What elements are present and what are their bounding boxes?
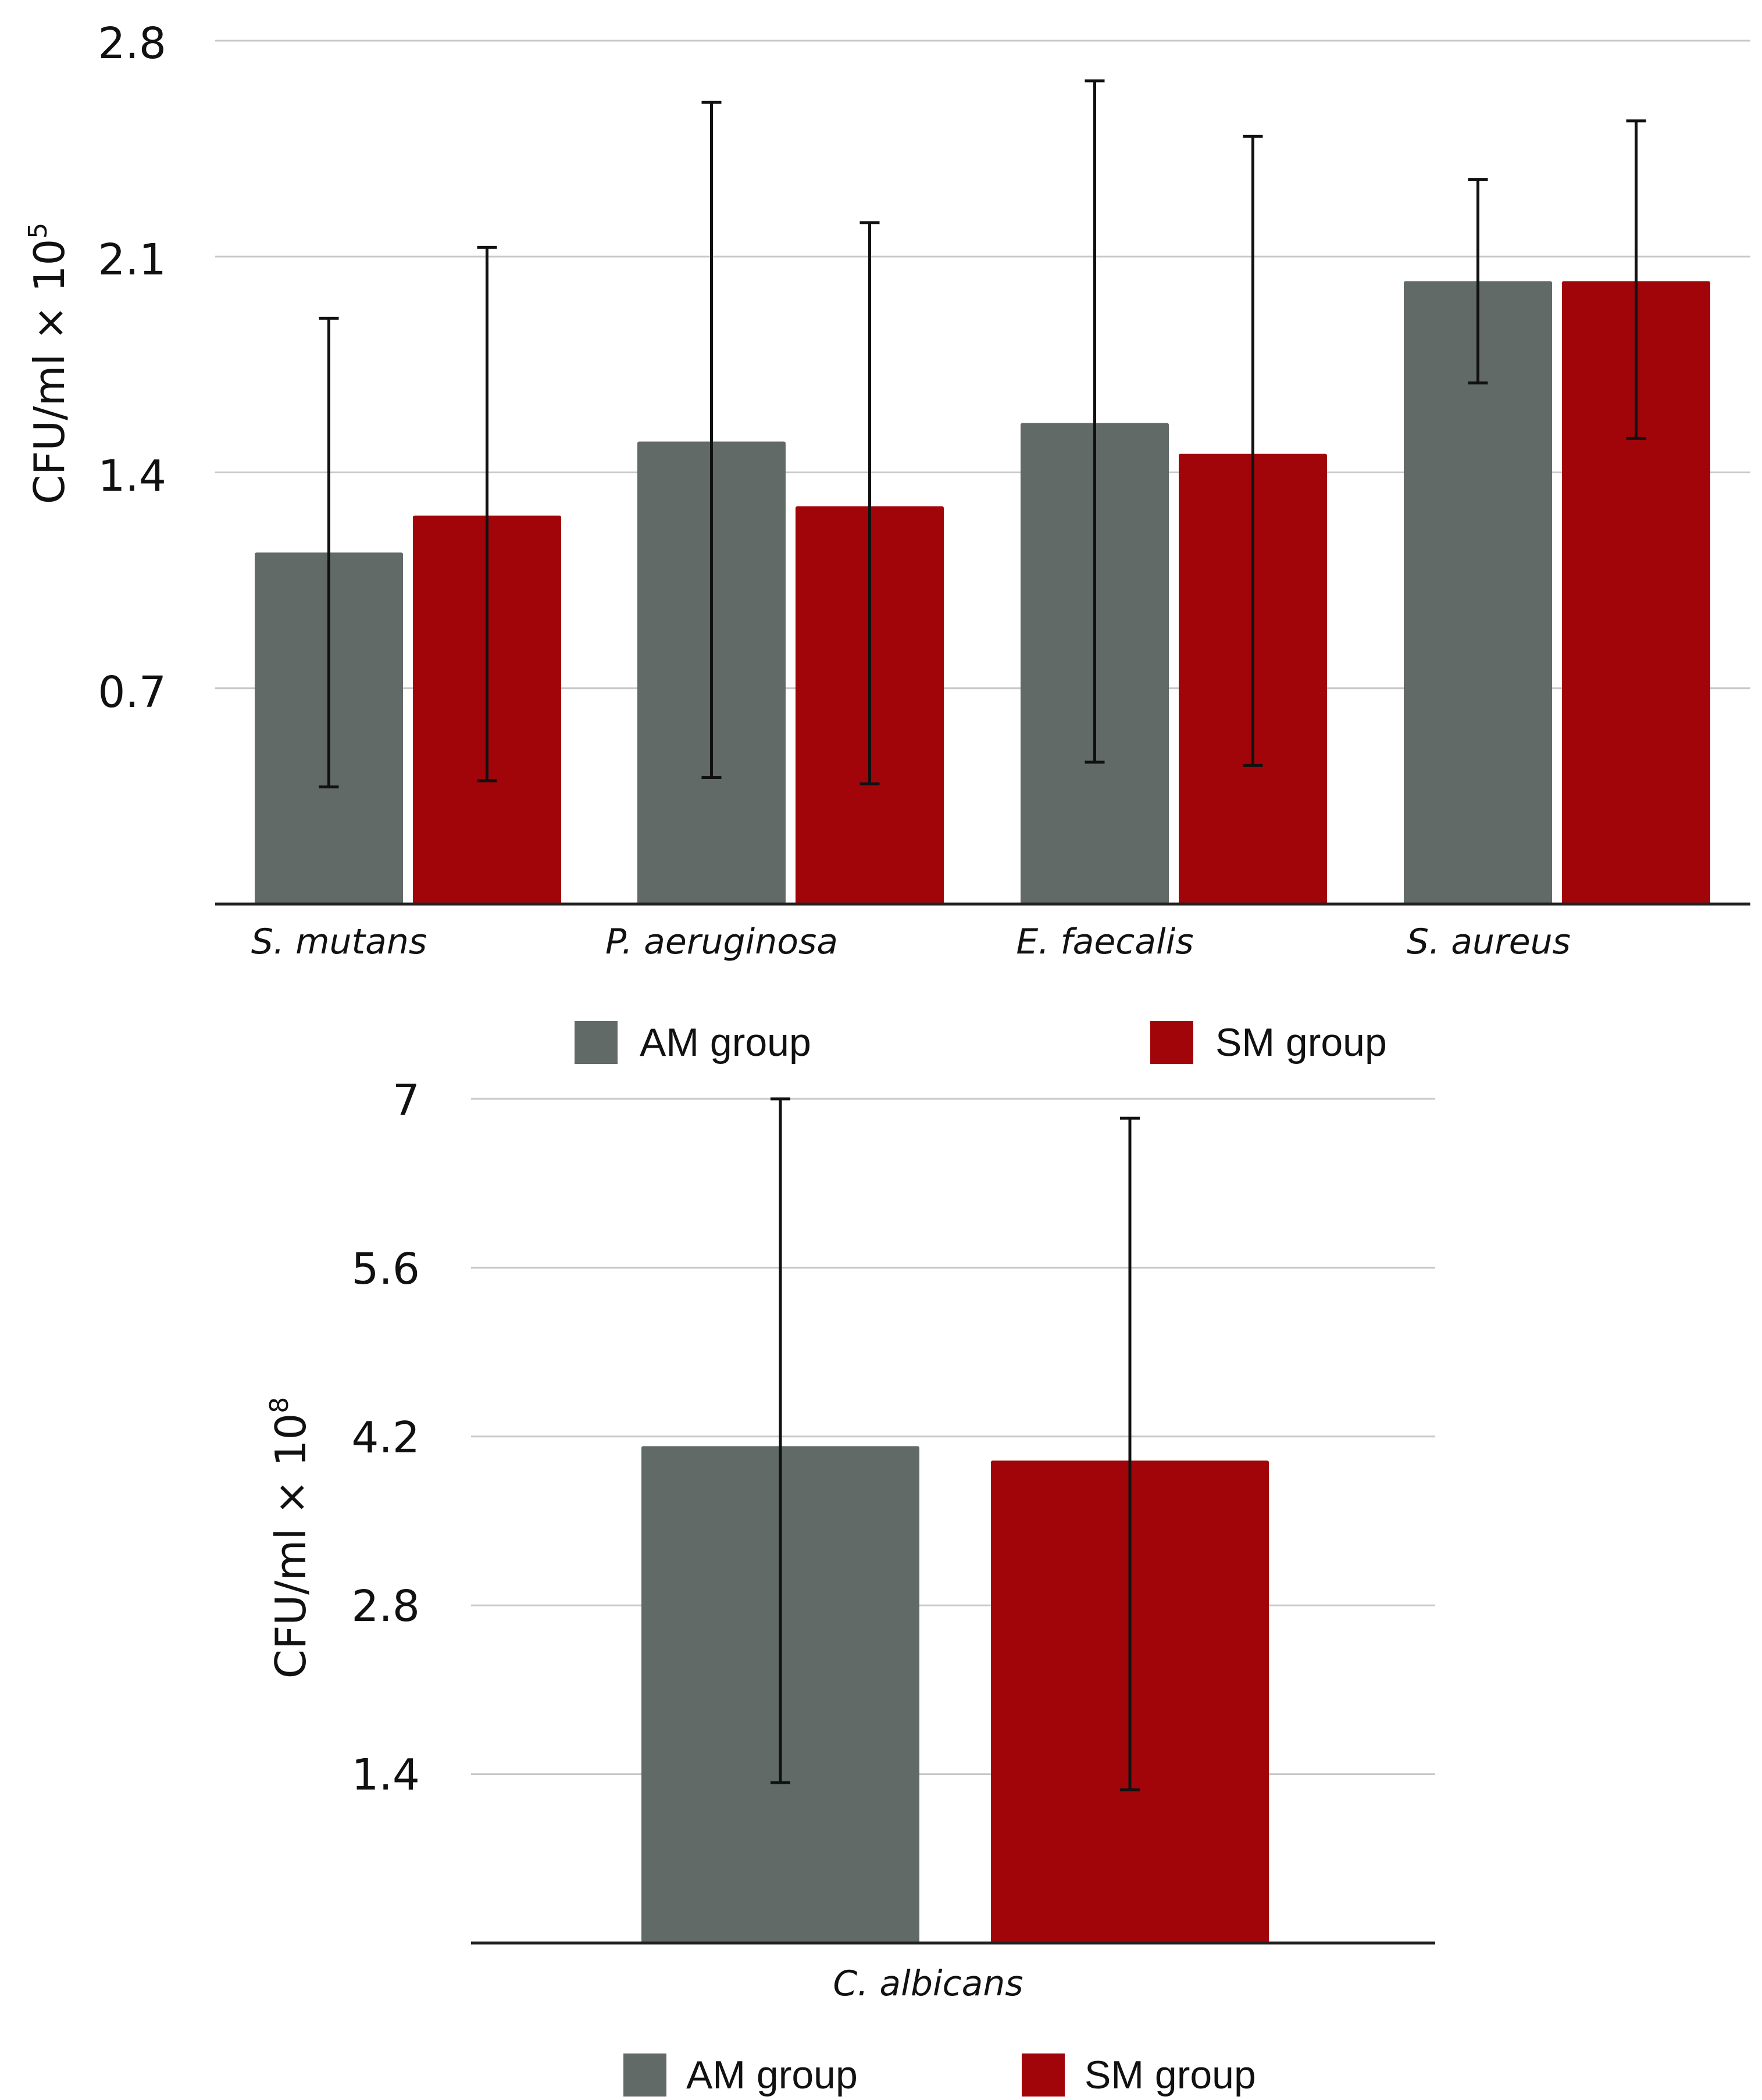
bottom-ytick-label: 4.2 bbox=[351, 1413, 420, 1463]
top-y-axis-label: CFU/ml × 105 bbox=[23, 223, 74, 505]
top-error-bar-sm bbox=[1626, 119, 1646, 440]
top-legend-swatch-sm bbox=[1150, 1021, 1193, 1064]
top-error-bar-am bbox=[1085, 79, 1105, 764]
top-bar-sm bbox=[1562, 281, 1710, 904]
top-category-label: S. mutans bbox=[251, 922, 427, 962]
bottom-legend-label-am: AM group bbox=[686, 2053, 858, 2097]
bottom-error-bar-sm bbox=[1120, 1116, 1140, 1792]
top-ytick-label: 2.8 bbox=[98, 19, 166, 69]
chart-bottom: 1.4 2.8 4.2 5.6 7 CFU/ml × 108 C. albica… bbox=[265, 1076, 1435, 2097]
top-ytick-label: 1.4 bbox=[98, 451, 166, 501]
top-error-bar-am bbox=[1468, 178, 1488, 385]
bottom-legend-swatch-sm bbox=[1022, 2053, 1065, 2097]
top-legend-label-sm: SM group bbox=[1215, 1020, 1387, 1065]
bottom-gridlines bbox=[471, 1098, 1435, 1776]
top-error-bar-sm bbox=[859, 221, 880, 785]
bottom-ytick-label: 5.6 bbox=[351, 1244, 420, 1294]
top-ytick-label: 0.7 bbox=[98, 667, 166, 717]
bottom-y-axis-label: CFU/ml × 108 bbox=[265, 1397, 315, 1679]
bottom-legend-swatch-am bbox=[623, 2053, 666, 2097]
top-category-label: S. aureus bbox=[1407, 922, 1571, 962]
top-bars bbox=[255, 281, 1710, 904]
top-error-bars bbox=[319, 79, 1646, 788]
bottom-error-bars bbox=[771, 1097, 1140, 1792]
bottom-legend-label-sm: SM group bbox=[1085, 2053, 1256, 2097]
bottom-ytick-label: 7 bbox=[393, 1076, 420, 1126]
bottom-ytick-label: 2.8 bbox=[351, 1581, 420, 1631]
bottom-ytick-label: 1.4 bbox=[351, 1750, 420, 1800]
top-error-bar-sm bbox=[1243, 134, 1263, 767]
chart-top: 0.7 1.4 2.1 2.8 CFU/ml × 105 S. mutans P… bbox=[23, 19, 1750, 1065]
top-bar-am bbox=[1404, 281, 1552, 904]
top-legend-label-am: AM group bbox=[640, 1020, 811, 1065]
top-error-bar-am bbox=[319, 316, 339, 788]
bottom-error-bar-am bbox=[771, 1097, 790, 1784]
top-category-label: P. aeruginosa bbox=[605, 922, 838, 962]
top-error-bar-am bbox=[701, 101, 722, 780]
top-category-label: E. faecalis bbox=[1016, 922, 1193, 962]
top-ytick-label: 2.1 bbox=[98, 235, 166, 285]
top-legend-swatch-am bbox=[575, 1021, 618, 1064]
bottom-category-label: C. albicans bbox=[833, 1963, 1023, 2004]
bottom-bars bbox=[641, 1446, 1269, 1943]
top-legend: AM group SM group bbox=[575, 1020, 1387, 1065]
bottom-legend: AM group SM group bbox=[623, 2053, 1256, 2097]
top-error-bar-sm bbox=[477, 245, 497, 783]
